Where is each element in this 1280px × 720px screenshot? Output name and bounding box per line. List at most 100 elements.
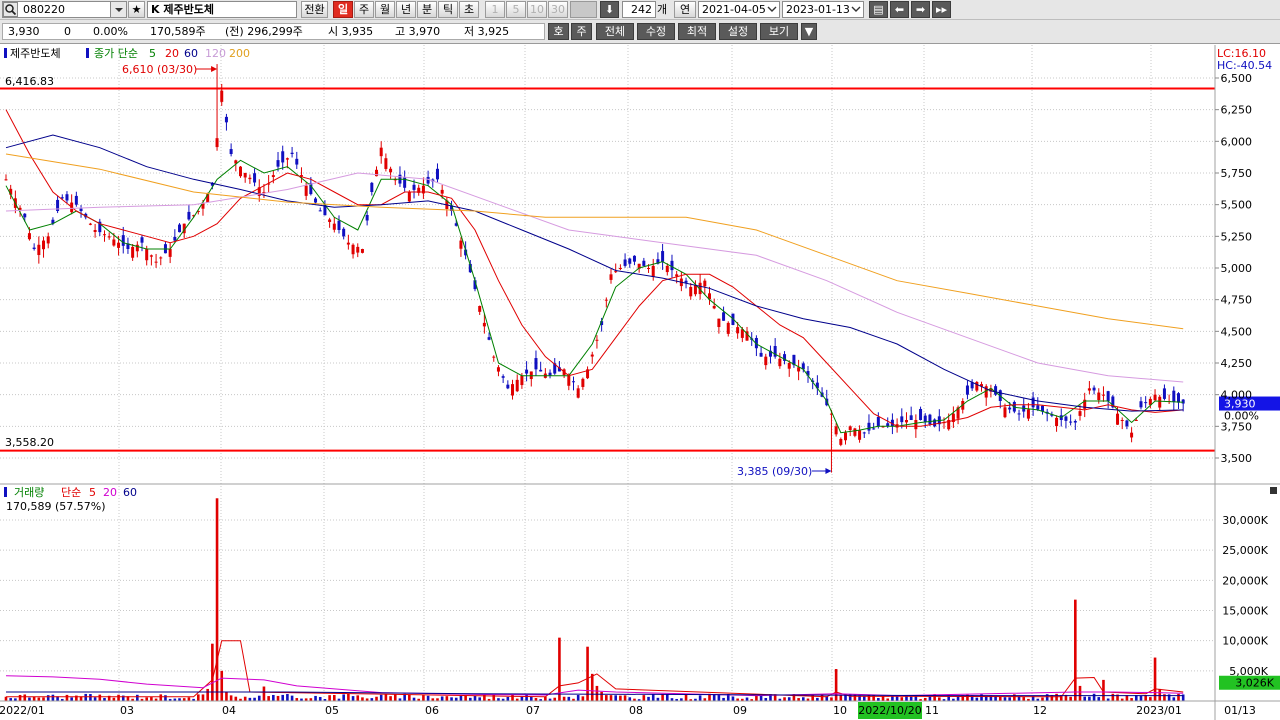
link-button[interactable]: 연 (674, 1, 696, 18)
candle-down (79, 208, 83, 211)
candle-down (1177, 393, 1180, 403)
candle-up (740, 329, 744, 338)
candle-up (951, 413, 955, 423)
arrow-left-icon[interactable]: ⬅ (890, 1, 909, 18)
period-tab-5[interactable]: 틱 (438, 1, 458, 18)
candle-down (768, 350, 772, 357)
period-tab-2[interactable]: 월 (375, 1, 395, 18)
candle-down (51, 219, 55, 224)
order-button[interactable]: 주 (571, 23, 592, 40)
modify-button[interactable]: 수정 (637, 23, 675, 40)
period-tab-6[interactable]: 초 (459, 1, 479, 18)
volume-bar (783, 697, 786, 701)
candle-down (886, 423, 890, 427)
candle-up (243, 173, 247, 178)
volume-bar (637, 699, 641, 701)
convert-button[interactable]: 전환 (301, 1, 328, 18)
candle-up (1130, 432, 1134, 438)
candle-up (689, 287, 693, 297)
start-date-dropdown-icon[interactable] (766, 3, 778, 18)
candle-up (858, 430, 862, 440)
candle-up (257, 187, 261, 196)
volume-bar (215, 498, 219, 701)
volume-bar (356, 695, 360, 701)
y-tick-label: 5,500 (1221, 199, 1253, 212)
period-tab-1[interactable]: 주 (354, 1, 374, 18)
volume-bar (290, 695, 294, 701)
quote-low: 저 3,925 (464, 25, 510, 38)
candle-up (375, 169, 379, 177)
period-tab-4[interactable]: 분 (417, 1, 437, 18)
volume-bar (1153, 657, 1157, 701)
volume-bar (93, 697, 97, 701)
volume-bar (820, 693, 824, 701)
volume-bar (900, 697, 904, 701)
minute-option-2[interactable]: 10 (527, 1, 547, 18)
candle-down (994, 386, 998, 395)
volume-bar (928, 696, 932, 701)
volume-bar (393, 694, 397, 701)
vol-legend-60: 60 (123, 486, 137, 499)
volume-bar (1008, 697, 1011, 701)
candle-up (834, 426, 838, 435)
search-icon[interactable] (3, 2, 18, 17)
candle-up (149, 255, 153, 257)
volume-bar (309, 698, 313, 701)
candle-down (623, 259, 627, 266)
vol-legend-label: 단순 (61, 486, 81, 499)
view-button[interactable]: 보기 (760, 23, 798, 40)
stock-code-input[interactable]: 080220 (2, 1, 127, 18)
volume-bar (1149, 697, 1152, 701)
arrow-down-icon[interactable]: ⬇ (600, 1, 619, 18)
count-input[interactable]: 242 (622, 1, 656, 18)
stock-name-field: K 제주반도체 (147, 1, 297, 18)
y-tick-label: 5,750 (1221, 167, 1253, 180)
minute-option-1[interactable]: 5 (506, 1, 526, 18)
volume-bar (365, 698, 369, 701)
volume-bar (51, 694, 55, 701)
arrow-right-icon[interactable]: ➡ (911, 1, 930, 18)
more-icon[interactable]: ▸▸ (932, 1, 951, 18)
hc-label: HC:-40.54 (1217, 59, 1272, 72)
candle-up (117, 242, 121, 248)
candle-up (379, 147, 383, 157)
all-button[interactable]: 전체 (596, 23, 634, 40)
period-tab-0[interactable]: 일 (333, 1, 353, 18)
print-icon[interactable]: ▤ (869, 1, 888, 18)
candle-up (206, 194, 210, 203)
candle-up (1158, 396, 1162, 408)
y-tick-label: 6,500 (1221, 72, 1253, 85)
candle-down (1031, 397, 1035, 408)
volume-bar (675, 698, 678, 701)
minute-option-3[interactable]: 30 (548, 1, 568, 18)
optimize-button[interactable]: 최적 (678, 23, 716, 40)
ma-line-60 (5, 134, 1184, 412)
volume-bar (712, 694, 716, 701)
x-axis: 2022/01 03 04 05 06 07 08 09 10 2022/10/20 11 12 202… (0, 702, 1256, 719)
volume-bar (70, 697, 73, 701)
period-tab-3[interactable]: 년 (396, 1, 416, 18)
volume-bar (182, 698, 186, 701)
code-dropdown-icon[interactable] (110, 2, 126, 17)
candle-down (1064, 416, 1068, 421)
candle-up (586, 369, 590, 379)
end-date-dropdown-icon[interactable] (850, 3, 862, 18)
candle-up (609, 274, 613, 280)
max-arrow-head (211, 66, 218, 72)
start-date-input[interactable]: 2021-04-05 (698, 1, 780, 18)
candle-down (534, 358, 538, 370)
candle-up (844, 432, 848, 441)
menu-dropdown-button[interactable]: ▼ (801, 23, 817, 40)
panel-close-icon[interactable] (1270, 487, 1277, 494)
settings-button[interactable]: 설정 (719, 23, 757, 40)
hoga-button[interactable]: 호 (548, 23, 569, 40)
star-icon[interactable]: ★ (128, 1, 145, 18)
end-date-input[interactable]: 2023-01-13 (782, 1, 864, 18)
quote-change-pct: 0.00% (93, 25, 128, 38)
volume-bar (220, 670, 224, 701)
candle-down (98, 221, 102, 233)
minute-option-0[interactable]: 1 (485, 1, 505, 18)
minute-custom-input[interactable] (570, 1, 597, 18)
candle-down (628, 258, 632, 264)
